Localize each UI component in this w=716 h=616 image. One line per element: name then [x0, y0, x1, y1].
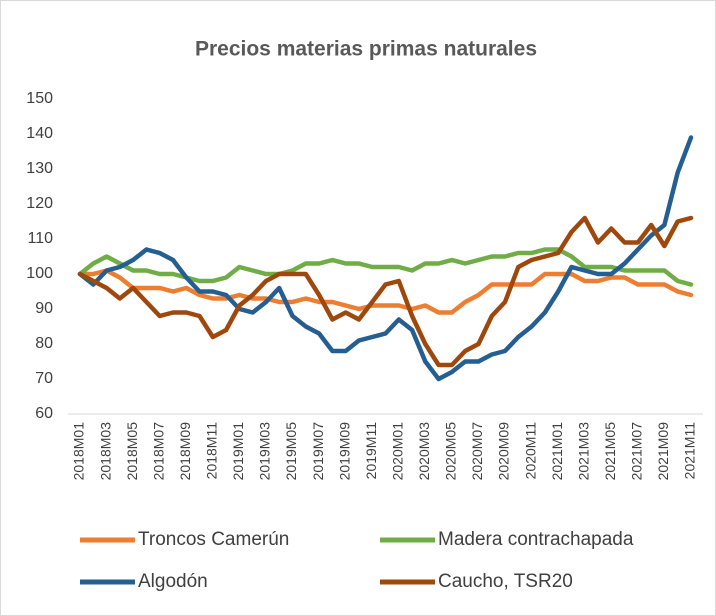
legend-label: Troncos Camerún: [138, 529, 289, 550]
y-tick-label: 130: [26, 160, 53, 177]
x-tick-label: 2021M11: [682, 422, 698, 480]
x-tick-label: 2018M01: [71, 422, 87, 481]
chart-title: Precios materias primas naturales: [195, 38, 537, 61]
x-tick-label: 2019M01: [230, 422, 246, 481]
x-tick-label: 2021M09: [655, 422, 671, 481]
x-tick-label: 2019M11: [363, 422, 379, 480]
y-tick-label: 80: [35, 335, 53, 352]
x-tick-label: 2019M07: [310, 422, 326, 481]
x-tick-label: 2018M07: [150, 422, 166, 481]
x-tick-label: 2018M09: [177, 422, 193, 481]
series-line: [77, 135, 694, 382]
legend-label: Algodón: [138, 571, 208, 592]
x-tick-label: 2019M05: [283, 422, 299, 481]
y-tick-label: 100: [26, 265, 53, 282]
y-tick-label: 120: [26, 195, 53, 212]
x-tick-label: 2018M05: [124, 422, 140, 481]
series-line: [77, 247, 694, 287]
x-tick-label: 2021M07: [629, 422, 645, 481]
x-tick-label: 2020M03: [416, 422, 432, 481]
y-tick-label: 60: [35, 405, 53, 422]
y-tick-label: 90: [35, 300, 53, 317]
x-tick-label: 2021M05: [602, 422, 618, 481]
x-tick-label: 2020M01: [389, 422, 405, 481]
y-tick-label: 140: [26, 125, 53, 142]
x-tick-label: 2020M11: [522, 422, 538, 480]
x-tick-label: 2019M03: [257, 422, 273, 481]
x-tick-label: 2018M11: [204, 422, 220, 480]
x-tick-label: 2018M03: [97, 422, 113, 481]
series-line: [77, 268, 694, 315]
y-tick-label: 70: [35, 370, 53, 387]
legend-label: Caucho, TSR20: [438, 571, 573, 592]
y-tick-label: 150: [26, 90, 53, 107]
series-line: [77, 215, 694, 368]
x-tick-label: 2020M09: [496, 422, 512, 481]
x-tick-label: 2019M09: [336, 422, 352, 481]
x-tick-label: 2020M05: [443, 422, 459, 481]
x-tick-label: 2021M03: [575, 422, 591, 481]
y-tick-label: 110: [27, 230, 53, 247]
x-tick-label: 2021M01: [549, 422, 565, 481]
x-tick-label: 2020M07: [469, 422, 485, 481]
legend-label: Madera contrachapada: [438, 529, 634, 550]
